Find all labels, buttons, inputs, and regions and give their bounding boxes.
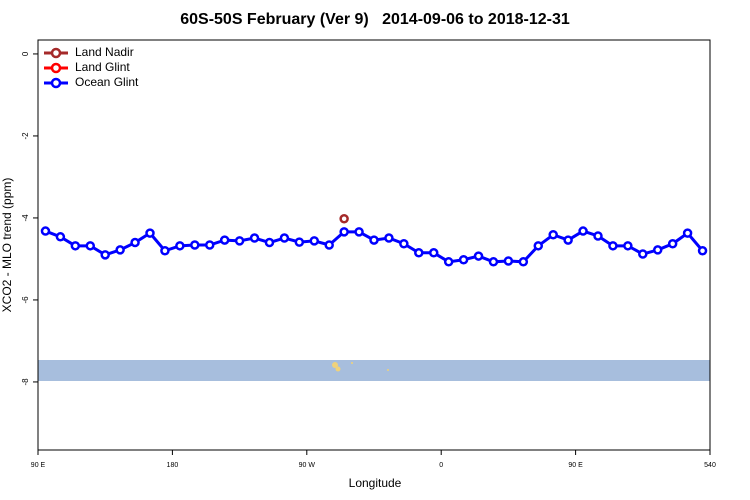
land-patch	[332, 362, 338, 368]
data-point	[264, 237, 275, 248]
data-point	[384, 233, 394, 243]
data-point	[667, 239, 678, 249]
data-point	[518, 257, 529, 267]
plot-frame	[37, 39, 711, 451]
data-point	[623, 241, 633, 251]
data-point	[488, 257, 499, 267]
data-point	[279, 233, 290, 243]
data-point	[40, 226, 51, 236]
x-tick-label: 90 E	[568, 462, 583, 469]
legend-marker	[50, 62, 62, 74]
data-point	[234, 236, 245, 246]
data-point	[682, 228, 693, 238]
legend-marker	[50, 47, 62, 59]
data-point	[638, 249, 648, 259]
data-point	[115, 245, 125, 255]
data-point	[175, 241, 185, 251]
data-point	[608, 241, 618, 251]
legend-label: Land Glint	[75, 60, 130, 74]
x-tick-label: 540	[704, 462, 716, 469]
data-point	[324, 240, 334, 250]
map-strip	[38, 360, 710, 381]
data-point	[458, 255, 469, 265]
data-point	[443, 257, 454, 267]
data-point	[249, 233, 260, 243]
y-tick-label: -2	[21, 132, 30, 140]
data-point	[354, 227, 364, 237]
data-point	[85, 241, 96, 251]
data-point	[204, 240, 215, 250]
data-point	[369, 235, 379, 245]
data-point	[399, 239, 409, 249]
x-tick-label: 0	[439, 462, 443, 469]
data-point	[473, 251, 484, 261]
x-tick-label: 90 W	[299, 462, 316, 469]
data-point	[130, 237, 140, 248]
land-patch	[387, 369, 389, 371]
data-point	[414, 248, 424, 258]
data-point	[503, 256, 514, 266]
y-axis-label: XCO2 - MLO trend (ppm)	[0, 178, 14, 313]
data-point	[533, 241, 544, 251]
data-point	[652, 245, 663, 255]
data-point	[160, 245, 170, 256]
data-point	[145, 228, 155, 238]
data-point	[190, 240, 200, 250]
data-point	[70, 241, 81, 251]
data-point	[563, 235, 573, 245]
x-axis-label: Longitude	[349, 476, 402, 490]
data-point	[219, 235, 230, 245]
legend-label: Ocean Glint	[75, 75, 139, 89]
data-point	[428, 248, 439, 258]
data-point	[55, 232, 66, 242]
legend-marker	[50, 77, 62, 89]
y-tick-label: -4	[21, 214, 30, 222]
x-tick-label: 90 E	[31, 462, 46, 469]
data-point	[100, 250, 110, 260]
data-point	[548, 230, 558, 240]
data-point	[593, 231, 603, 241]
data-point	[578, 226, 588, 236]
land-patch	[351, 362, 353, 364]
land-patch	[335, 366, 341, 372]
data-point	[294, 237, 305, 247]
chart-title: 60S-50S February (Ver 9) 2014-09-06 to 2…	[180, 11, 570, 28]
y-tick-label: -8	[21, 378, 30, 386]
data-point	[339, 214, 349, 224]
data-point	[697, 245, 708, 256]
legend-label: Land Nadir	[75, 45, 134, 59]
y-tick-label: 0	[21, 51, 30, 56]
data-point	[309, 236, 320, 246]
x-tick-label: 180	[167, 462, 179, 469]
y-tick-label: -6	[21, 296, 30, 304]
data-point	[339, 227, 349, 237]
